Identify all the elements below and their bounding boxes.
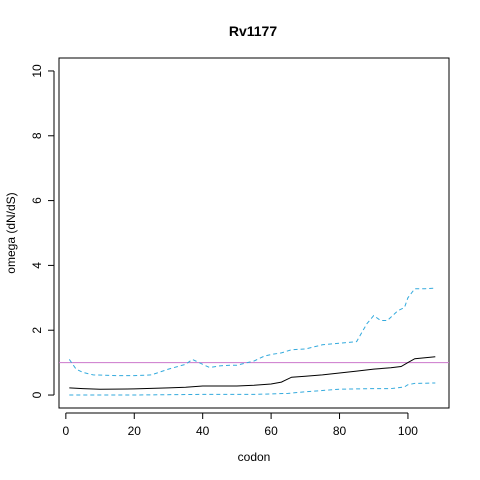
y-tick-label: 2 — [30, 327, 44, 334]
x-tick-label: 60 — [264, 424, 278, 438]
series-line-2 — [68, 287, 436, 377]
y-tick-label: 4 — [30, 262, 44, 269]
chart-title: Rv1177 — [229, 23, 277, 39]
x-axis-label: codon — [238, 450, 271, 464]
x-tick-label: 20 — [128, 424, 142, 438]
y-tick-label: 0 — [30, 391, 44, 398]
x-tick-label: 100 — [398, 424, 418, 438]
x-tick-label: 0 — [62, 424, 69, 438]
x-tick-label: 80 — [333, 424, 347, 438]
series-line-1 — [69, 356, 436, 390]
y-axis-label: omega (dN/dS) — [4, 192, 18, 273]
y-tick-label: 6 — [30, 197, 44, 204]
plot-frame — [58, 57, 450, 409]
x-tick-label: 40 — [196, 424, 210, 438]
y-tick-label: 8 — [30, 132, 44, 139]
y-tick-label: 10 — [30, 64, 44, 78]
series-line-3 — [69, 382, 436, 396]
